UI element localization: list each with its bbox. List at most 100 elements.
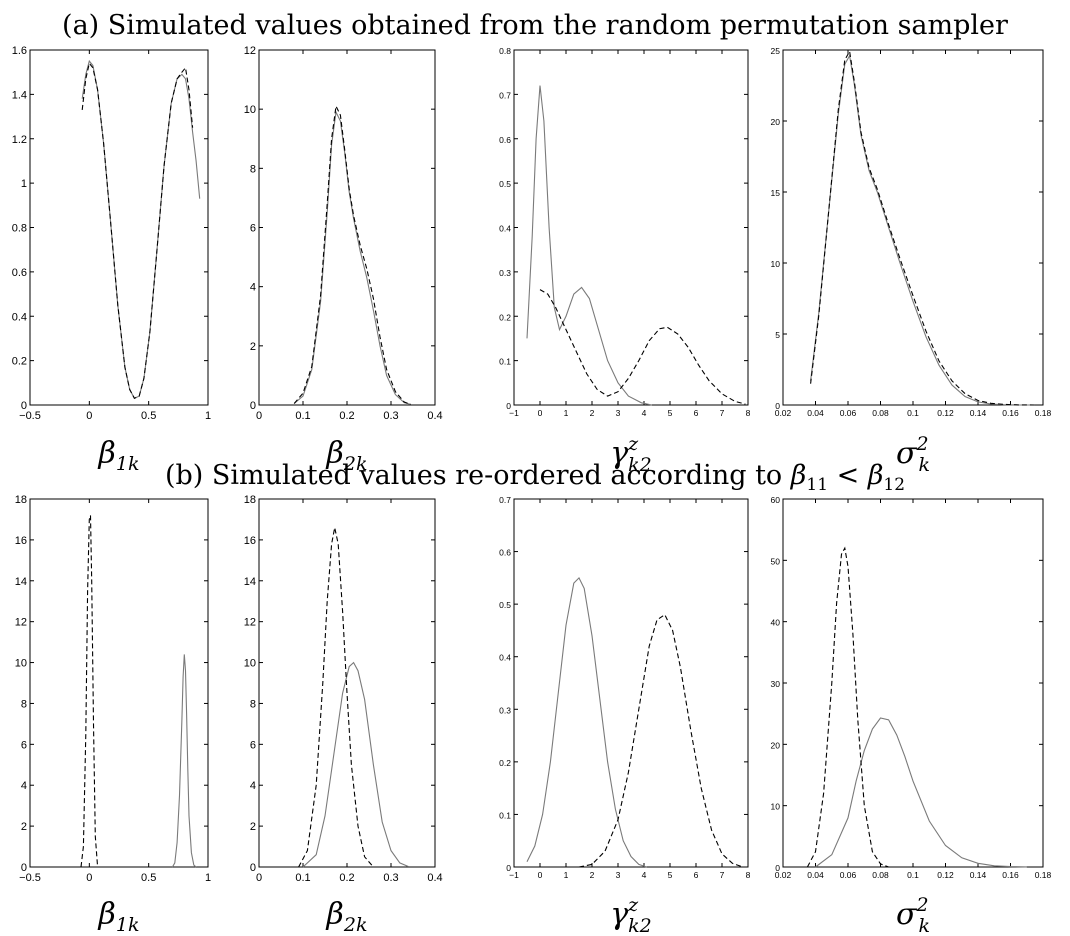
y-tick-label: 0 [506, 863, 511, 873]
title-b-right-sub: 12 [883, 475, 905, 495]
y-tick-label: 0.4 [499, 224, 511, 234]
x-tick-label: 0.18 [1035, 408, 1052, 418]
x-axis-label: β2k [326, 897, 368, 936]
title-b-left-sub: 11 [806, 475, 828, 495]
title-panel-a: (a) Simulated values obtained from the r… [62, 10, 1008, 41]
x-tick-label: 0.1 [295, 872, 310, 884]
x-tick-label: 4 [642, 408, 647, 418]
y-tick-label: 2 [250, 821, 256, 833]
x-axis-label-sub: 2k [343, 914, 368, 936]
y-tick-label: 0.4 [499, 653, 511, 663]
x-tick-label: 0.04 [807, 870, 824, 880]
panel-a4: 0.02 0.04 0.06 0.08 0.1 0.12 0.14 0.16 0.18 0 5 10 1… [771, 46, 1052, 476]
x-axis-label: γz k2 [610, 894, 652, 936]
x-tick-label: 0.16 [1002, 408, 1019, 418]
x-tick-label: 0.08 [872, 408, 889, 418]
x-tick-label: 7 [720, 870, 725, 880]
x-axis-label-symbol: β [98, 436, 116, 471]
dashed-density-line [578, 613, 743, 868]
x-axis-label: σ2 k [896, 894, 930, 936]
x-tick-label: 0.3 [383, 872, 398, 884]
x-axis-label-symbol: β [98, 897, 116, 932]
x-tick-label: 0.06 [840, 870, 857, 880]
y-tick-label: 10 [244, 104, 256, 116]
y-tick-label: 4 [21, 780, 27, 792]
x-tick-label: 0.18 [1035, 870, 1052, 880]
plot-frame [29, 498, 209, 868]
solid-density-line [810, 54, 1035, 406]
x-tick-label: 1 [205, 410, 211, 422]
solid-density-line [526, 576, 647, 868]
y-tick-label: 20 [771, 740, 781, 750]
x-tick-label: −1 [509, 870, 519, 880]
y-tick-label: 0.1 [499, 810, 511, 820]
y-tick-label: 25 [771, 46, 781, 56]
y-tick-label: 0.5 [499, 179, 511, 189]
y-tick-label: 30 [771, 679, 781, 689]
x-tick-label: 1 [205, 872, 211, 884]
plot-frame [29, 49, 209, 406]
x-tick-label: 0 [86, 872, 92, 884]
x-tick-label: 6 [694, 870, 699, 880]
y-tick-label: 0.1 [499, 357, 511, 367]
x-tick-label: 0 [256, 410, 262, 422]
x-tick-label: 0.4 [427, 410, 442, 422]
x-axis-label-symbol: β [326, 897, 344, 932]
x-tick-label: 0.5 [141, 410, 156, 422]
x-axis-label-symbol: σ [896, 436, 918, 471]
x-tick-label: 0.16 [1002, 870, 1019, 880]
y-tick-label: 2 [250, 341, 256, 353]
y-tick-label: 4 [250, 282, 256, 294]
panel-b4: 0.02 0.04 0.06 0.08 0.1 0.12 0.14 0.16 0.18 0 10 20… [771, 495, 1052, 936]
x-tick-label: 7 [720, 408, 725, 418]
x-tick-label: −0.5 [19, 872, 41, 884]
y-tick-label: 10 [15, 658, 27, 670]
x-axis-label: β1k [98, 436, 140, 475]
y-tick-label: 0.8 [12, 223, 27, 235]
panel-b3: −1 0 1 2 3 4 5 6 7 800.10.20.30.40.50.60.7γz k2 [499, 495, 750, 936]
x-axis-label-sup: 2 [915, 433, 928, 455]
y-tick-label: 5 [775, 330, 780, 340]
y-tick-label: 1.6 [12, 45, 27, 57]
panel-a2: 0 0.1 0.2 0.3 0.4 0 2 4 6 8 10 12 β2k [244, 45, 443, 475]
x-tick-label: −0.5 [19, 410, 41, 422]
x-axis-label-sub: k [919, 915, 931, 936]
y-tick-label: 0.6 [499, 548, 511, 558]
x-tick-label: 2 [590, 408, 595, 418]
x-tick-label: 0.3 [383, 410, 398, 422]
dashed-density-line [81, 62, 194, 400]
y-tick-label: 10 [771, 802, 781, 812]
y-tick-label: 0 [21, 400, 27, 412]
y-tick-label: 6 [250, 223, 256, 235]
y-tick-label: 0.2 [12, 356, 27, 368]
solid-density-line [526, 85, 652, 406]
y-tick-label: 16 [244, 535, 256, 547]
solid-density-line [293, 110, 411, 405]
x-tick-label: −1 [509, 408, 519, 418]
x-tick-label: 0.14 [970, 408, 987, 418]
y-tick-label: 0.6 [12, 267, 27, 279]
x-tick-label: 8 [746, 408, 751, 418]
title-panel-b: (b) Simulated values re-ordered accordin… [165, 460, 905, 495]
y-tick-label: 8 [250, 698, 256, 710]
y-tick-label: 0.2 [499, 758, 511, 768]
x-axis-label: β2k [326, 436, 368, 475]
y-tick-label: 0 [250, 862, 256, 874]
y-tick-label: 18 [15, 494, 27, 506]
x-axis-label-symbol: γ [610, 897, 628, 932]
y-tick-label: 1 [21, 178, 27, 190]
panel-b2: 0 0.1 0.2 0.3 0.4 0 2 4 6 8 10 12 14 16 18 β2k [244, 494, 443, 936]
x-axis-label-sup: z [627, 894, 639, 916]
solid-density-line [302, 661, 409, 868]
y-tick-label: 12 [244, 617, 256, 629]
x-tick-label: 0 [86, 410, 92, 422]
x-tick-label: 0.08 [872, 870, 889, 880]
y-tick-label: 0 [775, 401, 780, 411]
y-tick-label: 0 [21, 862, 27, 874]
y-tick-label: 12 [15, 617, 27, 629]
x-axis-label-symbol: σ [896, 897, 918, 932]
x-axis-label-sup: 2 [915, 894, 928, 916]
